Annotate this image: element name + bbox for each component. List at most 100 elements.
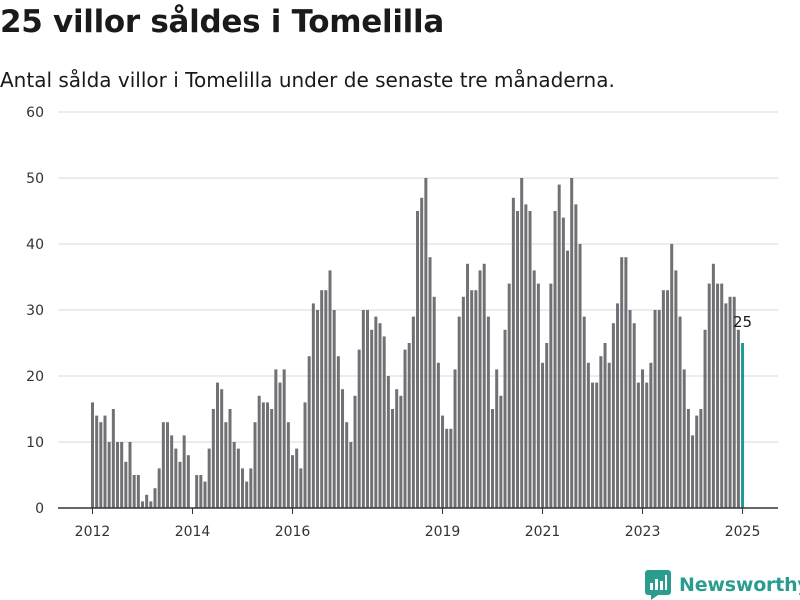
bar: [666, 290, 670, 508]
bar: [324, 290, 328, 508]
bar: [278, 382, 282, 508]
bar: [466, 263, 470, 508]
bar: [211, 409, 215, 508]
chart-title: 25 villor såldes i Tomelilla: [0, 4, 444, 40]
newsworthy-chart-icon: [645, 570, 671, 600]
bar: [128, 442, 132, 508]
bar: [557, 184, 561, 508]
bar: [736, 329, 740, 508]
bar: [674, 270, 678, 508]
bar: [457, 316, 461, 508]
bar: [536, 283, 540, 508]
bar-layer: 25: [91, 178, 752, 509]
bar: [145, 494, 149, 508]
bar: [357, 349, 361, 508]
bar: [182, 435, 186, 508]
bar: [724, 303, 728, 508]
bar: [628, 310, 632, 508]
bar: [107, 442, 111, 508]
bar: [366, 310, 370, 508]
bar: [528, 211, 532, 508]
bar: [461, 296, 465, 508]
bar: [136, 475, 140, 508]
bar: [566, 250, 570, 508]
bar: [582, 316, 586, 508]
bar: [432, 296, 436, 508]
bar: [299, 468, 303, 508]
bar: [420, 197, 424, 509]
bar: [699, 409, 703, 508]
bar: [99, 422, 103, 508]
bar: [378, 323, 382, 508]
last-value-label: 25: [733, 313, 752, 331]
bar: [603, 343, 607, 508]
bar: [511, 197, 515, 509]
bar: [270, 409, 274, 508]
bar: [170, 435, 174, 508]
bar: [732, 296, 736, 508]
bar: [570, 178, 574, 508]
bar: [399, 395, 403, 508]
chart-subtitle: Antal sålda villor i Tomelilla under de …: [0, 68, 615, 92]
bar: [382, 336, 386, 508]
bar: [541, 362, 545, 508]
bar: [295, 448, 299, 508]
bar: [386, 376, 390, 508]
bar: [632, 323, 636, 508]
bar: [507, 283, 511, 508]
bar: [691, 435, 695, 508]
bar: [353, 395, 357, 508]
bar: [641, 369, 645, 508]
bar: [220, 389, 224, 508]
bar: [416, 211, 420, 508]
bar: [349, 442, 353, 508]
highlight-bar: [741, 343, 745, 508]
bar: [370, 329, 374, 508]
newsworthy-brand[interactable]: Newsworthy: [645, 570, 800, 600]
bar: [586, 362, 590, 508]
bar: [682, 369, 686, 508]
bar: [245, 481, 249, 508]
bar: [316, 310, 320, 508]
bar: [241, 468, 245, 508]
bar: [174, 448, 178, 508]
bar: [499, 395, 503, 508]
bar: [449, 428, 453, 508]
bar: [328, 270, 332, 508]
bar: [216, 382, 220, 508]
bar: [232, 442, 236, 508]
y-tick-label: 50: [26, 171, 44, 187]
bar: [274, 369, 278, 508]
y-tick-label: 20: [26, 369, 44, 385]
bar: [149, 501, 153, 508]
bar: [649, 362, 653, 508]
bar: [374, 316, 378, 508]
bar: [520, 178, 524, 508]
bar: [595, 382, 599, 508]
bar: [720, 283, 724, 508]
bar: [207, 448, 211, 508]
bar: [491, 409, 495, 508]
bar: [591, 382, 595, 508]
bar: [657, 310, 661, 508]
bar: [695, 415, 699, 508]
x-tick-label: 2012: [75, 524, 111, 540]
bar: [686, 409, 690, 508]
bar: [345, 422, 349, 508]
bar: [474, 290, 478, 508]
bar: [320, 290, 324, 508]
bar: [470, 290, 474, 508]
bar: [224, 422, 228, 508]
bar: [561, 217, 565, 508]
bar: [636, 382, 640, 508]
bar: [549, 283, 553, 508]
bar: [336, 356, 340, 508]
bar: [186, 455, 190, 508]
bar: [153, 488, 157, 508]
bar: [707, 283, 711, 508]
bar: [391, 409, 395, 508]
bar: [253, 422, 257, 508]
bar: [645, 382, 649, 508]
bar: [132, 475, 136, 508]
